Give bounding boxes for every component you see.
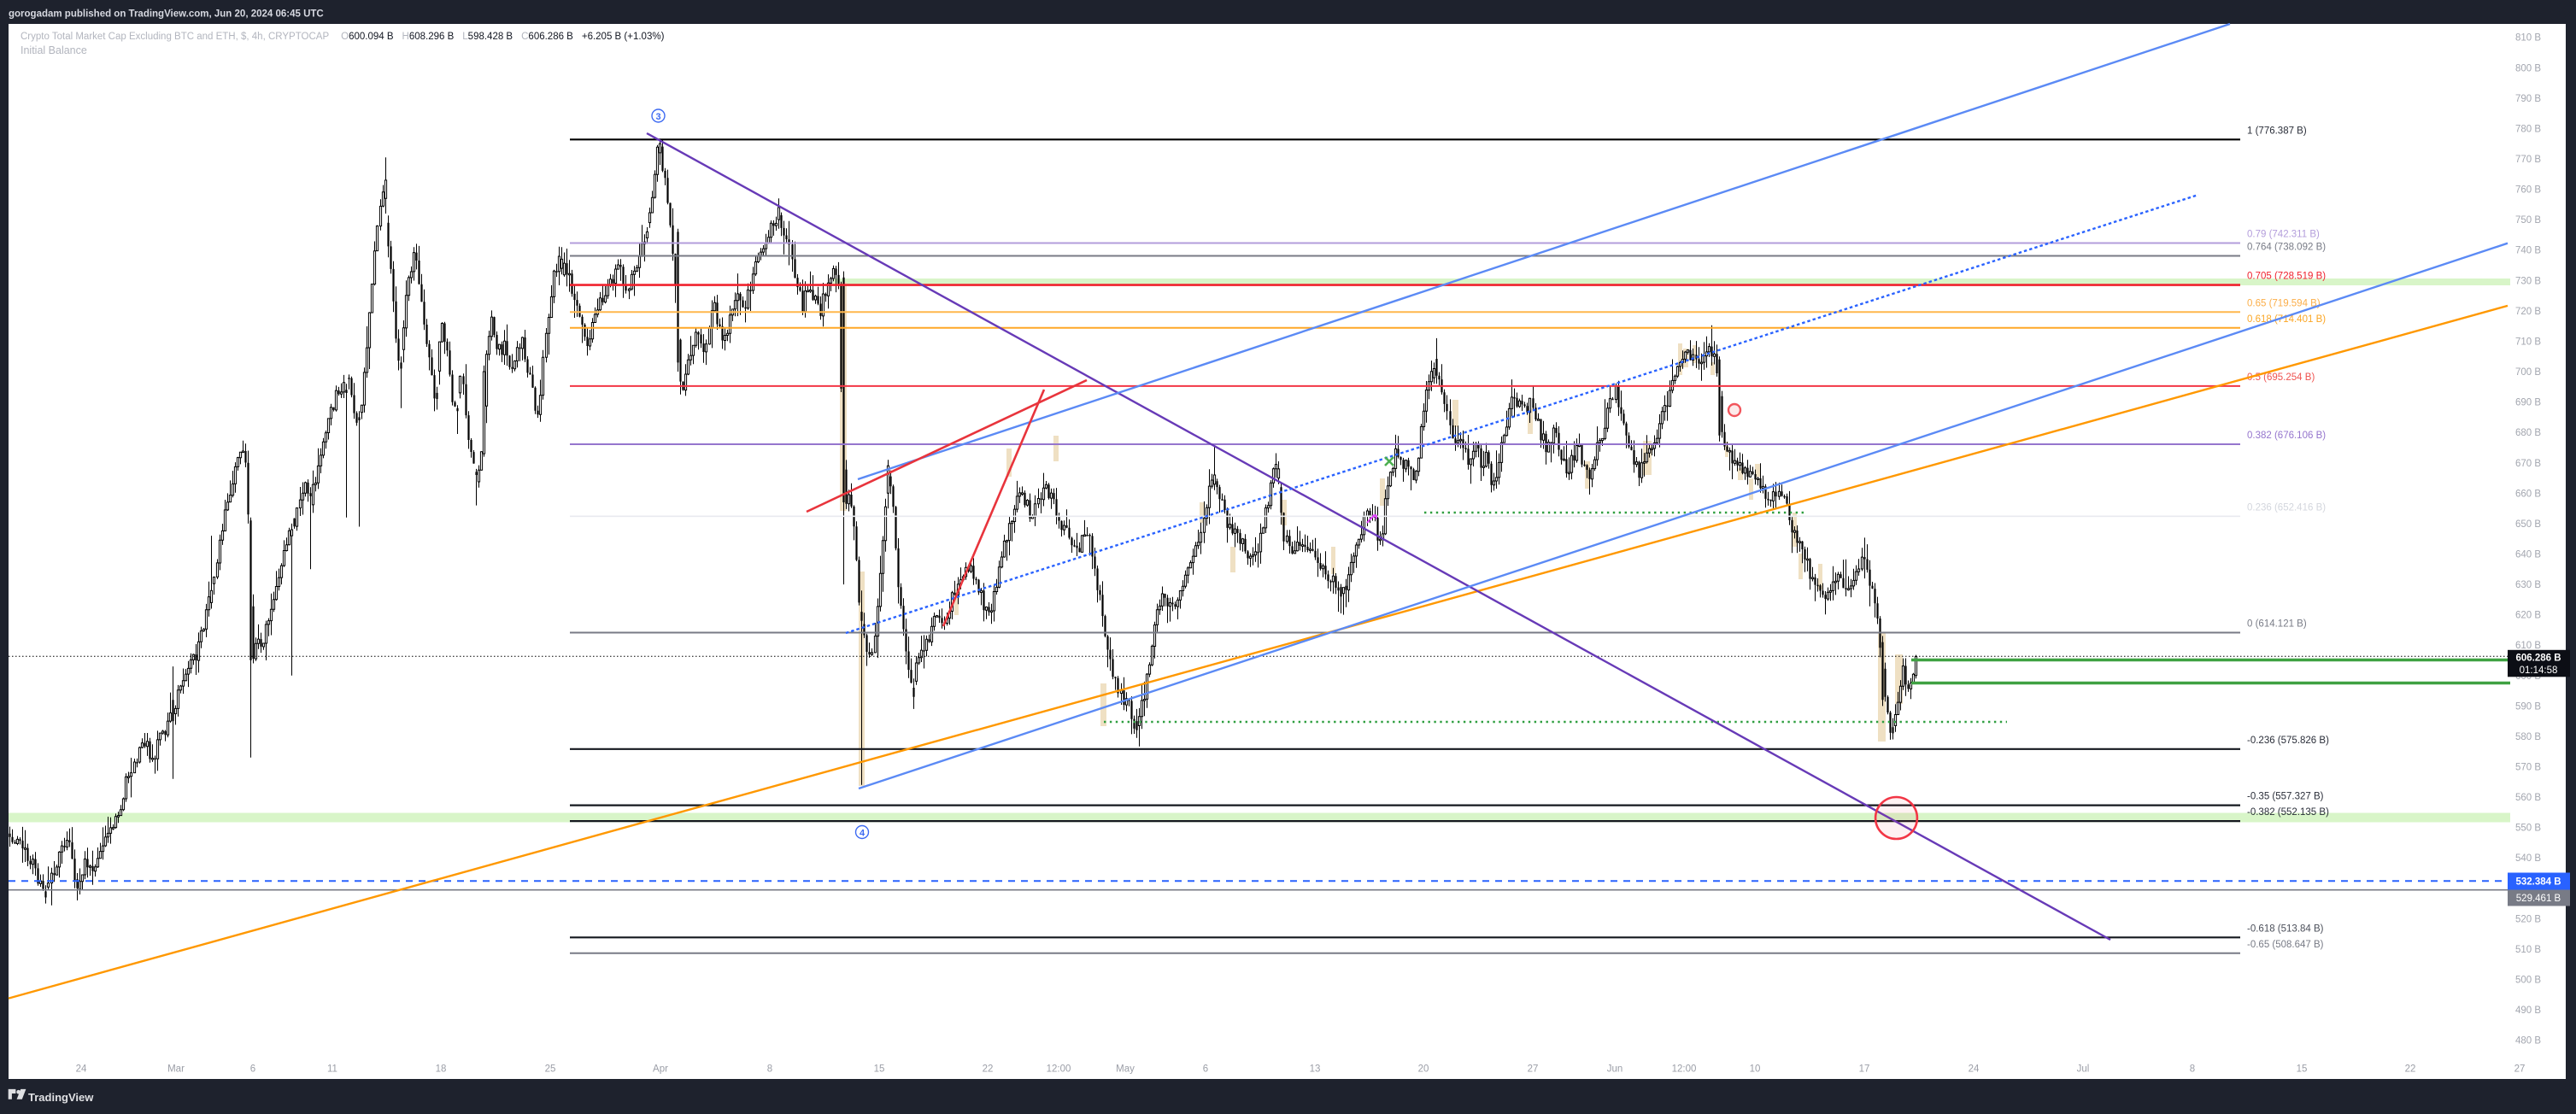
svg-text:01:14:58: 01:14:58 xyxy=(2520,665,2558,676)
svg-text:13: 13 xyxy=(1310,1064,1321,1075)
svg-text:570 B: 570 B xyxy=(2515,763,2541,773)
svg-text:730 B: 730 B xyxy=(2515,276,2541,286)
svg-text:24: 24 xyxy=(1969,1064,1980,1075)
svg-text:480 B: 480 B xyxy=(2515,1036,2541,1047)
svg-text:27: 27 xyxy=(1528,1064,1539,1075)
svg-text:25: 25 xyxy=(545,1064,556,1075)
svg-text:Jul: Jul xyxy=(2077,1064,2090,1075)
svg-text:0.5 (695.254 B): 0.5 (695.254 B) xyxy=(2247,372,2315,383)
svg-text:0.236 (652.416 B): 0.236 (652.416 B) xyxy=(2247,502,2326,513)
svg-text:680 B: 680 B xyxy=(2515,428,2541,438)
svg-text:810 B: 810 B xyxy=(2515,33,2541,44)
svg-text:6: 6 xyxy=(1203,1064,1208,1075)
svg-text:0.764 (738.092 B): 0.764 (738.092 B) xyxy=(2247,243,2326,253)
svg-text:0 (614.121 B): 0 (614.121 B) xyxy=(2247,619,2307,630)
svg-text:520 B: 520 B xyxy=(2515,914,2541,924)
svg-text:15: 15 xyxy=(874,1064,885,1075)
svg-text:700 B: 700 B xyxy=(2515,367,2541,378)
svg-text:12:00: 12:00 xyxy=(1047,1064,1071,1075)
svg-text:17: 17 xyxy=(1859,1064,1870,1075)
svg-text:Jun: Jun xyxy=(1607,1064,1623,1075)
svg-text:1 (776.387 B): 1 (776.387 B) xyxy=(2247,126,2307,136)
svg-text:770 B: 770 B xyxy=(2515,155,2541,165)
svg-text:640 B: 640 B xyxy=(2515,550,2541,560)
svg-text:6: 6 xyxy=(250,1064,255,1075)
svg-text:532.384 B: 532.384 B xyxy=(2515,877,2561,888)
svg-text:15: 15 xyxy=(2297,1064,2308,1075)
svg-text:-0.236 (575.826 B): -0.236 (575.826 B) xyxy=(2247,736,2329,746)
svg-text:620 B: 620 B xyxy=(2515,611,2541,621)
svg-text:8: 8 xyxy=(767,1064,772,1075)
svg-text:550 B: 550 B xyxy=(2515,824,2541,834)
svg-text:670 B: 670 B xyxy=(2515,459,2541,469)
svg-text:710 B: 710 B xyxy=(2515,337,2541,347)
svg-text:780 B: 780 B xyxy=(2515,124,2541,134)
svg-text:580 B: 580 B xyxy=(2515,732,2541,742)
svg-text:0.705 (728.519 B): 0.705 (728.519 B) xyxy=(2247,272,2326,282)
svg-text:24: 24 xyxy=(76,1064,87,1075)
svg-text:610 B: 610 B xyxy=(2515,641,2541,651)
svg-text:540 B: 540 B xyxy=(2515,853,2541,864)
svg-text:690 B: 690 B xyxy=(2515,398,2541,408)
svg-text:Mar: Mar xyxy=(167,1064,185,1075)
svg-text:18: 18 xyxy=(436,1064,447,1075)
svg-text:0.382 (676.106 B): 0.382 (676.106 B) xyxy=(2247,431,2326,441)
svg-text:May: May xyxy=(1116,1064,1135,1075)
svg-text:TradingView: TradingView xyxy=(28,1091,94,1104)
svg-text:529.461 B: 529.461 B xyxy=(2516,894,2561,904)
svg-text:500 B: 500 B xyxy=(2515,976,2541,986)
svg-text:790 B: 790 B xyxy=(2515,94,2541,104)
svg-text:12:00: 12:00 xyxy=(1672,1064,1697,1075)
svg-text:-0.382 (552.135 B): -0.382 (552.135 B) xyxy=(2247,807,2329,818)
svg-text:720 B: 720 B xyxy=(2515,307,2541,317)
svg-text:Initial Balance: Initial Balance xyxy=(21,44,87,56)
svg-text:20: 20 xyxy=(1418,1064,1429,1075)
svg-text:590 B: 590 B xyxy=(2515,701,2541,712)
svg-text:4: 4 xyxy=(860,829,866,839)
svg-text:27: 27 xyxy=(2514,1064,2526,1075)
svg-text:gorogadam published on Trading: gorogadam published on TradingView.com, … xyxy=(9,9,324,20)
svg-text:10: 10 xyxy=(1750,1064,1761,1075)
svg-text:8: 8 xyxy=(2190,1064,2195,1075)
svg-text:Crypto Total Market Cap Exclud: Crypto Total Market Cap Excluding BTC an… xyxy=(21,32,665,42)
svg-text:-0.618 (513.84 B): -0.618 (513.84 B) xyxy=(2247,923,2324,934)
svg-text:800 B: 800 B xyxy=(2515,63,2541,73)
svg-text:560 B: 560 B xyxy=(2515,793,2541,803)
svg-text:750 B: 750 B xyxy=(2515,215,2541,226)
svg-text:Apr: Apr xyxy=(653,1064,668,1075)
svg-text:660 B: 660 B xyxy=(2515,489,2541,499)
svg-text:11: 11 xyxy=(327,1064,337,1075)
svg-text:650 B: 650 B xyxy=(2515,519,2541,530)
svg-text:606.286 B: 606.286 B xyxy=(2515,654,2561,664)
svg-text:-0.65 (508.647 B): -0.65 (508.647 B) xyxy=(2247,940,2324,950)
svg-text:22: 22 xyxy=(2405,1064,2416,1075)
svg-text:740 B: 740 B xyxy=(2515,246,2541,256)
svg-text:760 B: 760 B xyxy=(2515,185,2541,196)
svg-text:-0.35 (557.327 B): -0.35 (557.327 B) xyxy=(2247,792,2324,802)
svg-text:3: 3 xyxy=(655,112,660,122)
svg-text:22: 22 xyxy=(983,1064,994,1075)
svg-text:0.79 (742.311 B): 0.79 (742.311 B) xyxy=(2247,230,2320,240)
svg-text:490 B: 490 B xyxy=(2515,1006,2541,1016)
svg-text:0.65 (719.594 B): 0.65 (719.594 B) xyxy=(2247,298,2321,308)
svg-text:630 B: 630 B xyxy=(2515,580,2541,590)
svg-text:510 B: 510 B xyxy=(2515,945,2541,955)
